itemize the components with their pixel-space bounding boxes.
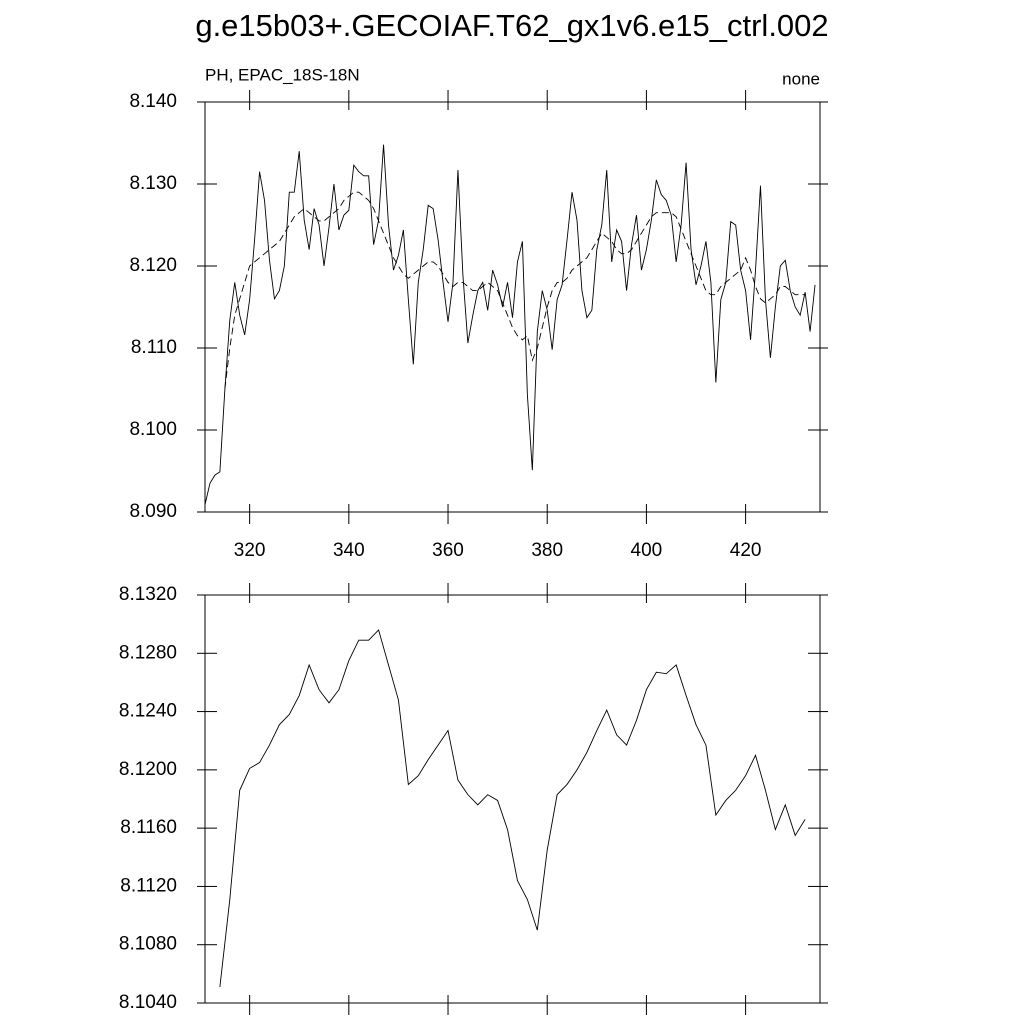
y-tick-label: 8.120 xyxy=(129,255,177,276)
x-tick-label: 320 xyxy=(234,540,266,561)
y-tick-label: 8.1200 xyxy=(119,759,177,780)
plot-frame xyxy=(204,101,821,513)
y-tick-label: 8.1080 xyxy=(119,934,177,955)
y-tick-label: 8.1240 xyxy=(119,701,177,722)
y-tick-label: 8.100 xyxy=(129,419,177,440)
data-line xyxy=(224,191,806,390)
y-tick-label: 8.1120 xyxy=(120,875,177,896)
y-tick-label: 8.1320 xyxy=(119,584,177,605)
right-label: none xyxy=(782,69,820,88)
y-tick-label: 8.110 xyxy=(131,337,177,358)
x-tick-label: 340 xyxy=(333,540,365,561)
x-tick-label: 360 xyxy=(432,540,464,561)
x-tick-label: 380 xyxy=(531,540,563,561)
figure-title: g.e15b03+.GECOIAF.T62_gx1v6.e15_ctrl.002 xyxy=(195,8,828,43)
data-line xyxy=(204,144,816,505)
y-tick-label: 8.140 xyxy=(129,91,177,112)
x-tick-label: 400 xyxy=(631,540,663,561)
left-label: PH, EPAC_18S-18N xyxy=(205,65,360,84)
y-tick-label: 8.1040 xyxy=(119,992,177,1013)
y-tick-label: 8.1280 xyxy=(119,642,177,663)
plot-frame xyxy=(204,594,821,1004)
x-tick-label: 420 xyxy=(730,540,762,561)
data-line xyxy=(219,629,806,988)
y-tick-label: 8.090 xyxy=(129,501,177,522)
y-tick-label: 8.130 xyxy=(129,173,177,194)
y-tick-label: 8.1160 xyxy=(120,817,177,838)
